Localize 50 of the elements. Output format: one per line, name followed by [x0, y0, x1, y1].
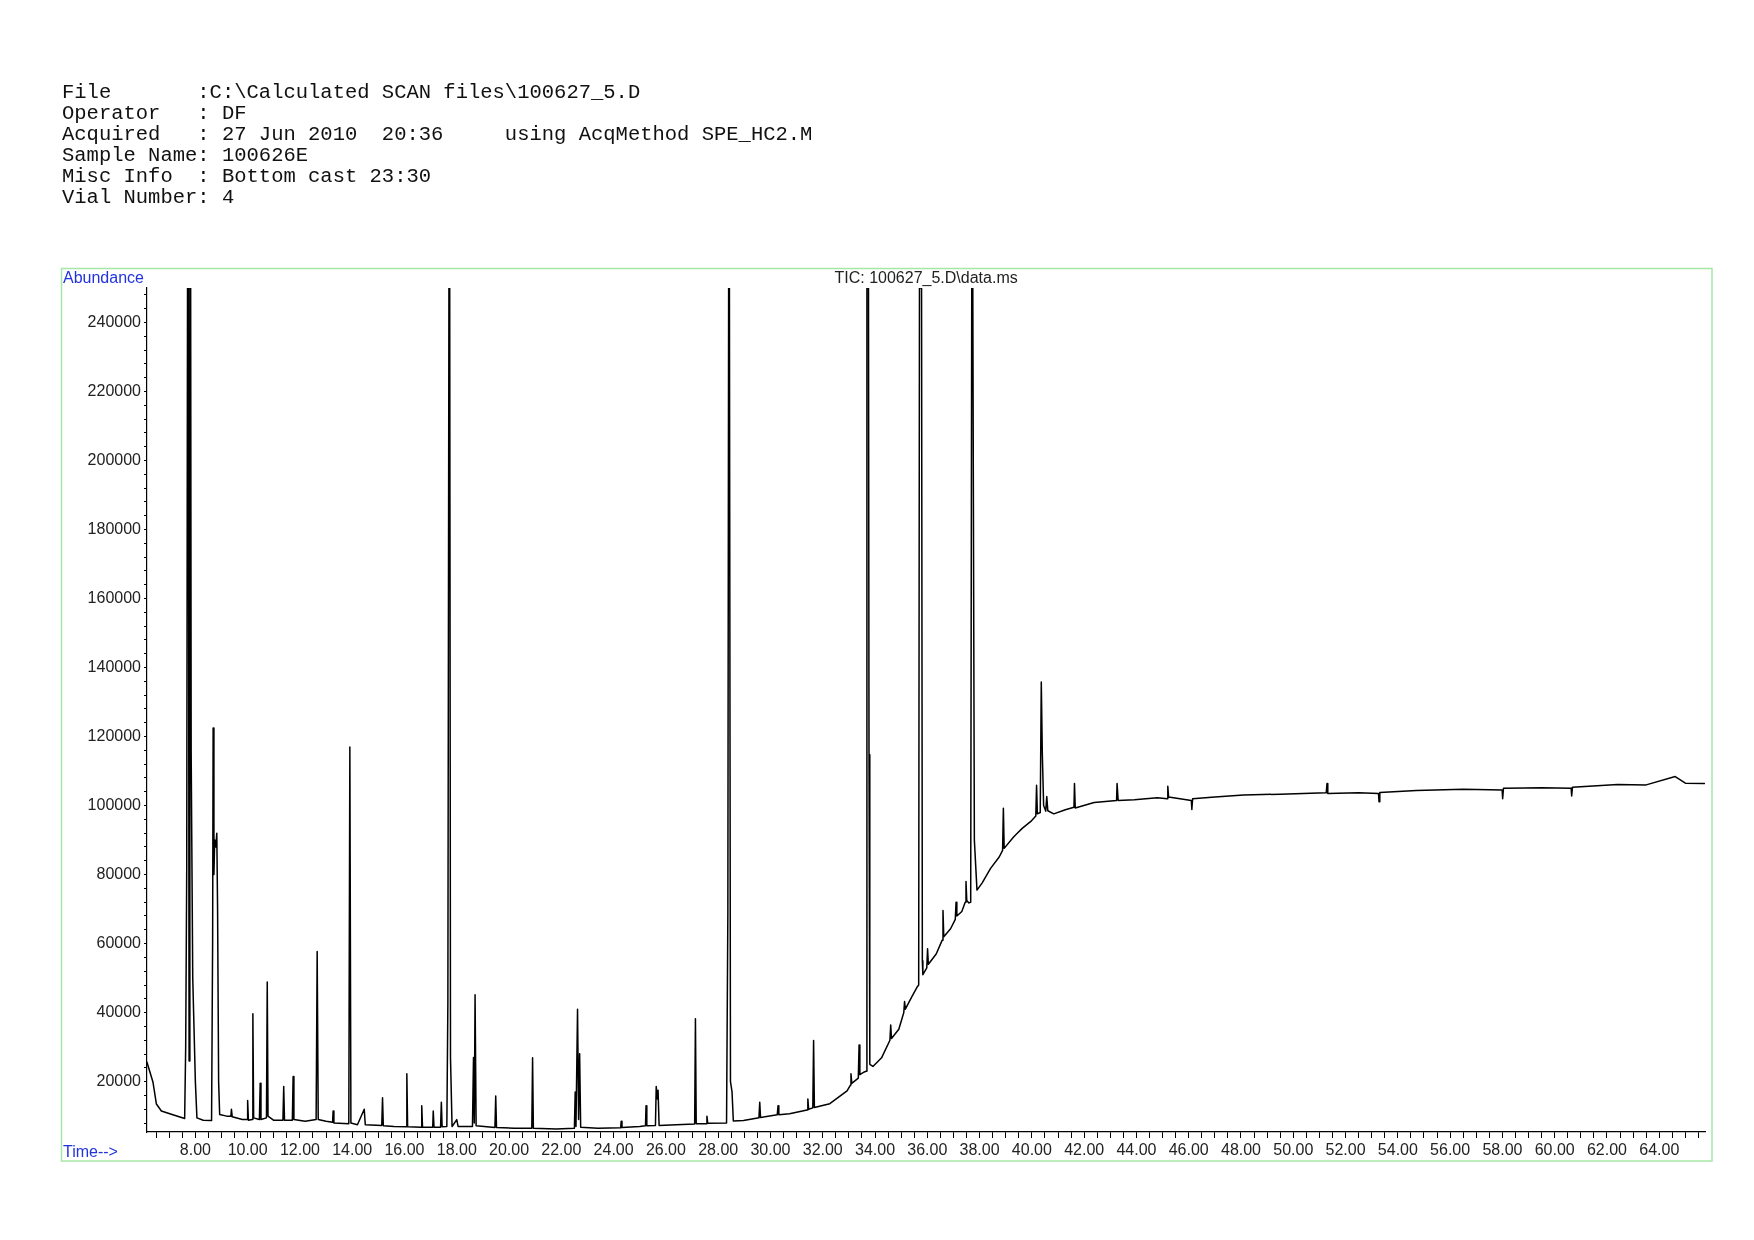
x-tick-label: 58.00: [1482, 1141, 1523, 1159]
x-tick-label: 26.00: [645, 1141, 687, 1159]
y-tick-label: 200000: [87, 450, 142, 468]
x-tick-label: 54.00: [1377, 1141, 1418, 1159]
x-tick-label: 50.00: [1273, 1141, 1314, 1159]
chart-title: TIC: 100627_5.D\data.ms: [834, 269, 1018, 287]
x-axis-title: Time-->: [63, 1143, 118, 1161]
x-tick-label: 24.00: [593, 1141, 634, 1159]
x-tick-label: 52.00: [1325, 1141, 1366, 1159]
x-tick-label: 62.00: [1586, 1141, 1628, 1159]
x-tick-label: 46.00: [1168, 1141, 1209, 1159]
y-axis-title: Abundance: [63, 269, 144, 287]
y-tick-label: 240000: [87, 312, 142, 330]
x-tick-label: 30.00: [750, 1141, 791, 1159]
x-tick-label: 14.00: [332, 1141, 373, 1159]
x-tick-label: 18.00: [436, 1141, 477, 1159]
text: Operator : DF: [62, 101, 248, 125]
x-tick-label: 56.00: [1430, 1141, 1471, 1159]
text: Vial Number: 4: [62, 185, 236, 209]
y-tick-label: 220000: [87, 381, 142, 399]
text: Acquired : 27 Jun 2010 20:36 using AcqMethod SPE_HC2.M: [62, 122, 813, 146]
y-tick-label: 20000: [96, 1072, 142, 1090]
x-tick-label: 60.00: [1534, 1141, 1575, 1159]
x-tick-label: 10.00: [227, 1141, 268, 1159]
x-tick-label: 12.00: [279, 1141, 321, 1159]
x-tick-label: 34.00: [855, 1141, 896, 1159]
x-tick-label: 28.00: [698, 1141, 739, 1159]
x-tick-label: 44.00: [1116, 1141, 1157, 1159]
y-tick-label: 160000: [87, 588, 142, 606]
x-tick-label: 64.00: [1639, 1141, 1680, 1159]
x-tick-label: 20.00: [489, 1141, 530, 1159]
x-tick-label: 16.00: [384, 1141, 425, 1159]
x-tick-label: 48.00: [1220, 1141, 1262, 1159]
x-tick-label: 40.00: [1011, 1141, 1052, 1159]
x-tick-label: 8.00: [179, 1141, 212, 1159]
y-tick-label: 100000: [87, 795, 142, 813]
y-tick-label: 60000: [96, 934, 142, 952]
y-tick-label: 80000: [96, 865, 142, 882]
x-tick-label: 42.00: [1064, 1141, 1105, 1159]
y-tick-label: 120000: [87, 726, 142, 744]
y-tick-label: 180000: [87, 519, 142, 537]
x-tick-label: 36.00: [907, 1141, 948, 1159]
y-tick-label: 140000: [87, 657, 142, 675]
x-tick-label: 22.00: [541, 1141, 582, 1159]
x-tick-label: 32.00: [802, 1141, 843, 1159]
text: Sample Name: 100626E: [62, 143, 310, 167]
x-tick-label: 38.00: [959, 1141, 1000, 1159]
text: File :C:\Calculated SCAN files\100627_5.D: [62, 81, 642, 104]
y-tick-label: 40000: [96, 1003, 142, 1021]
text: Misc Info : Bottom cast 23:30: [62, 164, 433, 188]
